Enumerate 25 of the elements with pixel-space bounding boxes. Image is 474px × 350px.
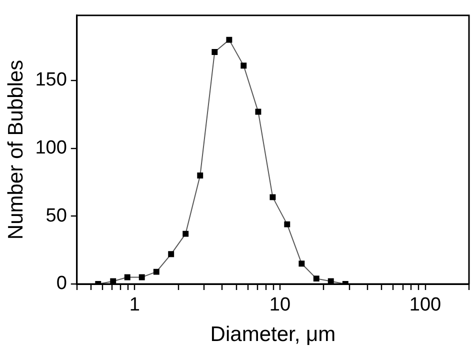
point xyxy=(110,278,116,284)
point xyxy=(226,36,232,43)
point xyxy=(182,230,189,237)
point xyxy=(197,172,204,178)
point xyxy=(313,276,320,282)
y-tick-label: 50 xyxy=(46,205,67,226)
point xyxy=(240,62,247,69)
y-axis-title: Number of Bubbles xyxy=(4,60,28,240)
point xyxy=(138,274,145,280)
point xyxy=(168,251,174,258)
point xyxy=(124,274,130,280)
y-tick-label: 0 xyxy=(56,273,67,294)
y-tick-label: 100 xyxy=(35,138,67,159)
point xyxy=(153,268,160,275)
point xyxy=(284,221,290,228)
x-axis-title: Diameter, μm xyxy=(210,323,336,346)
point xyxy=(298,260,305,267)
x-tick-label: 100 xyxy=(409,294,442,316)
point xyxy=(270,194,276,200)
x-tick-label: 10 xyxy=(269,294,291,316)
point xyxy=(212,49,218,55)
point xyxy=(328,278,334,284)
y-tick-label: 150 xyxy=(35,70,67,91)
x-tick-label: 1 xyxy=(129,294,140,316)
point xyxy=(255,108,262,115)
